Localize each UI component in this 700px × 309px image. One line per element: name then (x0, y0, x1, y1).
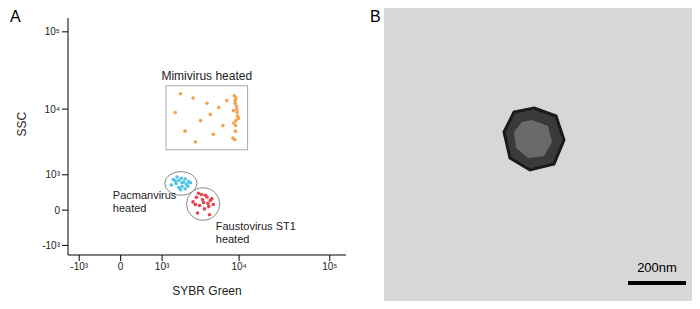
svg-text:0: 0 (54, 205, 60, 216)
svg-text:200nm: 200nm (637, 260, 677, 275)
svg-text:-10³: -10³ (70, 261, 88, 272)
svg-text:10³: 10³ (46, 169, 61, 180)
svg-text:10⁵: 10⁵ (322, 261, 337, 272)
svg-text:10³: 10³ (155, 261, 170, 272)
html-text:B: B (370, 8, 381, 25)
svg-text:10⁴: 10⁴ (45, 104, 60, 115)
svg-text:Pacmanvirusheated: Pacmanvirusheated (113, 189, 177, 214)
svg-text:Faustovirus ST1heated: Faustovirus ST1heated (216, 220, 296, 245)
svg-text:Mimivirus heated: Mimivirus heated (161, 69, 252, 83)
svg-text:SYBR Green: SYBR Green (172, 284, 241, 298)
svg-text:-10³: -10³ (42, 240, 60, 251)
svg-text:10⁵: 10⁵ (45, 26, 60, 37)
svg-text:SSC: SSC (15, 111, 29, 136)
html-text:A: A (10, 8, 21, 25)
svg-text:10⁴: 10⁴ (231, 261, 246, 272)
svg-text:0: 0 (118, 261, 124, 272)
